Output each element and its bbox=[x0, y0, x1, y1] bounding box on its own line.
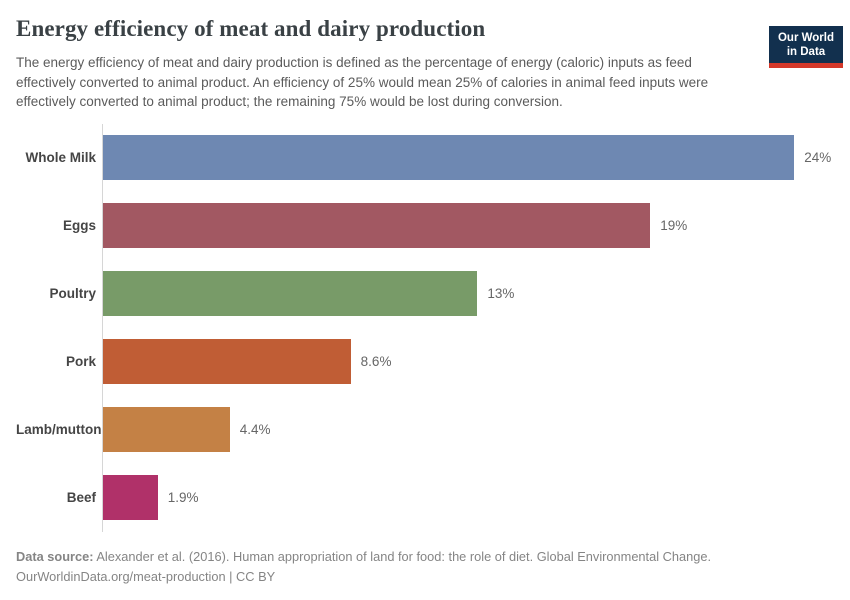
bar-whole-milk[interactable] bbox=[103, 135, 795, 180]
chart-footer: Data source: Alexander et al. (2016). Hu… bbox=[16, 547, 834, 587]
owid-logo-text: Our World in Data bbox=[769, 26, 843, 63]
bar-row-poultry: Poultry 13% bbox=[16, 259, 834, 328]
bar-eggs[interactable] bbox=[103, 203, 651, 248]
bar-row-pork: Pork 8.6% bbox=[16, 327, 834, 396]
bar-value-beef: 1.9% bbox=[167, 490, 199, 505]
bar-chart: Whole Milk 24% Eggs 19% Poultry 13% Pork bbox=[16, 123, 834, 532]
data-source-line: Data source: Alexander et al. (2016). Hu… bbox=[16, 547, 834, 567]
chart-subtitle: The energy efficiency of meat and dairy … bbox=[16, 55, 709, 109]
owid-logo-line2: in Data bbox=[786, 46, 826, 58]
owid-logo-line1: Our World bbox=[777, 32, 834, 44]
owid-logo[interactable]: Our World in Data bbox=[769, 26, 843, 68]
bar-area: 8.6% bbox=[102, 327, 834, 396]
bar-area: 4.4% bbox=[102, 395, 834, 464]
bar-area: 24% bbox=[102, 123, 834, 192]
category-label-beef: Beef bbox=[66, 490, 96, 505]
bar-value-poultry: 13% bbox=[487, 286, 515, 301]
bar-area: 1.9% bbox=[102, 463, 834, 532]
owid-url-link[interactable]: OurWorldinData.org/meat-production bbox=[16, 568, 226, 584]
bar-poultry[interactable] bbox=[103, 271, 478, 316]
bar-row-lamb-mutton: Lamb/mutton 4.4% bbox=[16, 395, 834, 464]
bar-pork[interactable] bbox=[103, 339, 351, 384]
bar-value-lamb-mutton: 4.4% bbox=[239, 422, 271, 437]
bar-row-whole-milk: Whole Milk 24% bbox=[16, 123, 834, 192]
bar-area: 19% bbox=[102, 191, 834, 260]
license-line: OurWorldinData.org/meat-production | CC … bbox=[16, 567, 834, 587]
category-label-whole-milk: Whole Milk bbox=[25, 150, 97, 165]
bar-row-beef: Beef 1.9% bbox=[16, 463, 834, 532]
bar-area: 13% bbox=[102, 259, 834, 328]
category-label-lamb-mutton: Lamb/mutton bbox=[16, 422, 102, 437]
license-text: | CC BY bbox=[225, 568, 276, 584]
category-label-eggs: Eggs bbox=[62, 218, 96, 233]
bar-value-pork: 8.6% bbox=[360, 354, 392, 369]
page-title: Energy efficiency of meat and dairy prod… bbox=[16, 16, 486, 41]
bar-row-eggs: Eggs 19% bbox=[16, 191, 834, 260]
bar-lamb-mutton[interactable] bbox=[103, 407, 230, 452]
category-label-poultry: Poultry bbox=[49, 286, 96, 301]
chart-page: Our World in Data Energy efficiency of m… bbox=[0, 14, 850, 600]
data-source-text: Alexander et al. (2016). Human appropria… bbox=[93, 548, 711, 564]
category-label-pork: Pork bbox=[65, 354, 96, 369]
bar-value-eggs: 19% bbox=[660, 218, 688, 233]
bar-beef[interactable] bbox=[103, 475, 158, 520]
owid-logo-red-strip bbox=[769, 63, 843, 68]
data-source-label: Data source: bbox=[16, 548, 94, 564]
bar-value-whole-milk: 24% bbox=[804, 150, 832, 165]
